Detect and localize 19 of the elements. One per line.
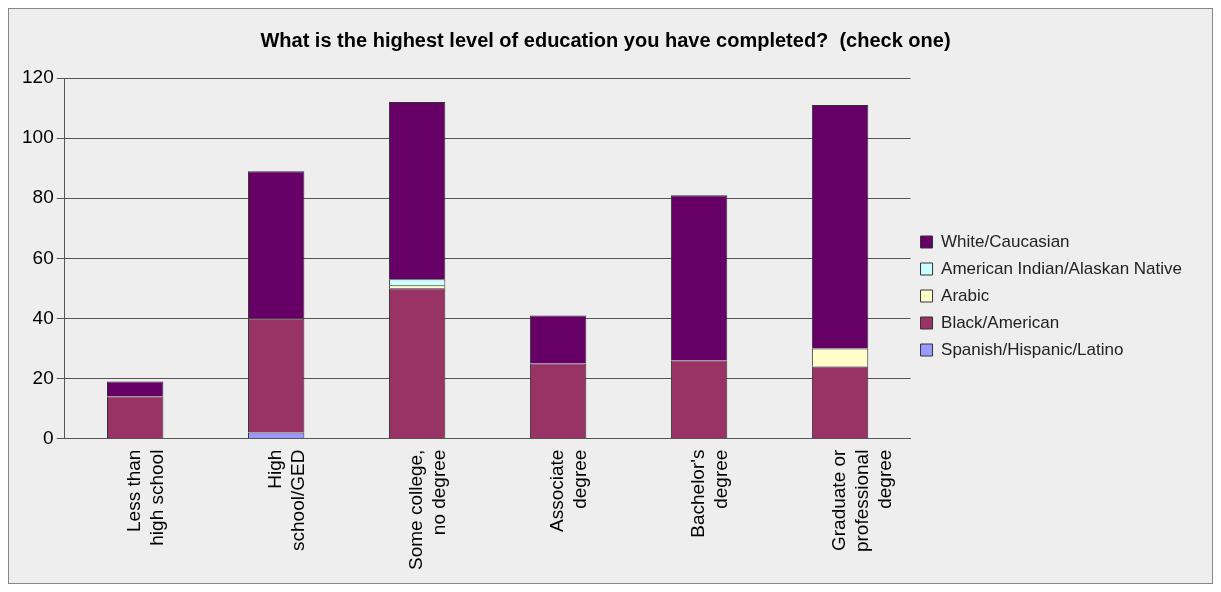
legend-label: Arabic	[941, 285, 990, 305]
legend-label: Spanish/Hispanic/Latino	[941, 339, 1124, 359]
y-tick-label: 60	[32, 246, 54, 268]
x-tick-label: Graduate or professional degree	[828, 448, 895, 553]
x-tick-label: Some college, no degree	[405, 449, 450, 570]
y-tick-label: 120	[22, 66, 54, 88]
x-tick-label: Associate degree	[546, 449, 591, 532]
y-tick-label: 20	[32, 366, 54, 388]
x-tick-label: Bachelor's degree	[687, 449, 732, 538]
y-tick-label: 40	[32, 306, 54, 328]
x-tick-label: Less than high school	[123, 449, 168, 546]
y-tick-label: 0	[43, 426, 54, 448]
x-tick-label: High school/GED	[264, 449, 309, 551]
y-tick-label: 100	[22, 126, 54, 148]
legend-label: American Indian/Alaskan Native	[941, 258, 1183, 278]
legend-label: Black/American	[941, 312, 1060, 332]
chart-title: What is the highest level of education you have completed? (check one)	[260, 28, 951, 51]
legend-label: White/Caucasian	[941, 231, 1070, 251]
y-tick-label: 80	[32, 186, 54, 208]
